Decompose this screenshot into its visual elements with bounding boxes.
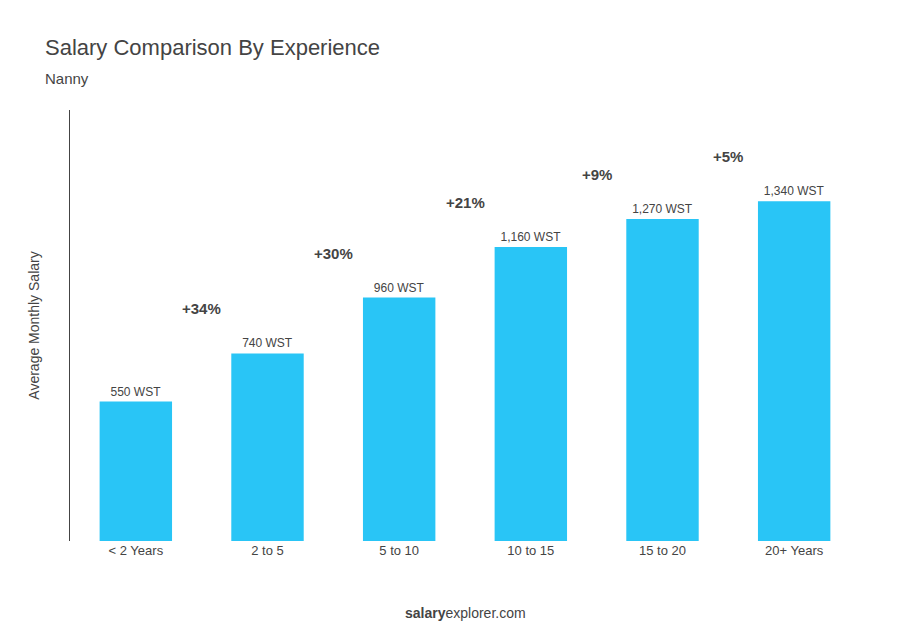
svg-text:Nanny: Nanny	[45, 70, 89, 87]
svg-text:+5%: +5%	[713, 148, 743, 165]
svg-text:1,160 WST: 1,160 WST	[500, 230, 561, 244]
svg-text:+21%: +21%	[446, 194, 485, 211]
svg-text:20+ Years: 20+ Years	[765, 543, 824, 558]
svg-text:10 to 15: 10 to 15	[507, 543, 554, 558]
svg-text:740 WST: 740 WST	[242, 336, 293, 350]
svg-text:1,270 WST: 1,270 WST	[632, 202, 693, 216]
svg-text:960 WST: 960 WST	[374, 281, 425, 295]
svg-text:2 to 5: 2 to 5	[251, 543, 284, 558]
svg-text:salaryexplorer.com: salaryexplorer.com	[405, 605, 526, 621]
svg-text:1,340 WST: 1,340 WST	[764, 184, 825, 198]
svg-text:15 to 20: 15 to 20	[639, 543, 686, 558]
svg-text:+9%: +9%	[582, 166, 612, 183]
svg-text:5 to 10: 5 to 10	[379, 543, 419, 558]
svg-text:Salary Comparison By Experienc: Salary Comparison By Experience	[45, 35, 380, 60]
svg-text:+30%: +30%	[314, 245, 353, 262]
svg-text:< 2 Years: < 2 Years	[109, 543, 164, 558]
svg-text:+34%: +34%	[182, 300, 221, 317]
svg-text:550 WST: 550 WST	[110, 385, 161, 399]
svg-text:Average Monthly Salary: Average Monthly Salary	[26, 251, 42, 399]
